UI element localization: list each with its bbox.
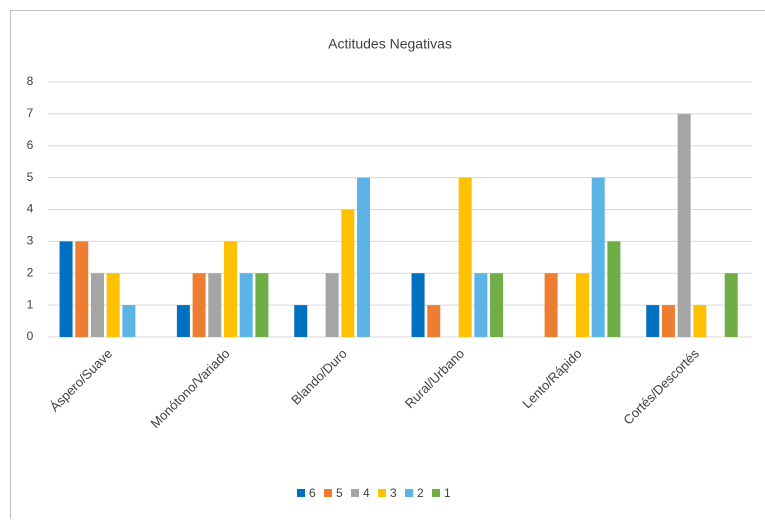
- legend-label: 2: [417, 486, 424, 500]
- bar: [193, 273, 206, 337]
- bar: [208, 273, 221, 337]
- y-tick-label: 0: [27, 329, 34, 343]
- bar: [412, 273, 425, 337]
- bar: [592, 178, 605, 337]
- legend-swatch: [432, 489, 440, 497]
- bar: [545, 273, 558, 337]
- legend-label: 1: [444, 486, 451, 500]
- legend-swatch: [297, 489, 305, 497]
- legend-label: 5: [336, 486, 343, 500]
- legend-swatch: [351, 489, 359, 497]
- bar: [107, 273, 120, 337]
- bar: [607, 241, 620, 337]
- y-tick-label: 8: [27, 74, 34, 88]
- y-tick-label: 2: [27, 265, 34, 279]
- legend-label: 3: [390, 486, 397, 500]
- legend-swatch: [405, 489, 413, 497]
- bar: [177, 305, 190, 337]
- y-tick-label: 1: [27, 297, 34, 311]
- chart-frame: [11, 11, 765, 520]
- legend-label: 4: [363, 486, 370, 500]
- bar: [678, 114, 691, 337]
- y-tick-label: 6: [27, 138, 34, 152]
- legend-label: 6: [309, 486, 316, 500]
- bar: [693, 305, 706, 337]
- bar: [474, 273, 487, 337]
- bar: [459, 178, 472, 337]
- bar: [294, 305, 307, 337]
- bar: [75, 241, 88, 337]
- bar: [60, 241, 73, 337]
- bar: [725, 273, 738, 337]
- y-tick-label: 7: [27, 106, 34, 120]
- bar: [490, 273, 503, 337]
- bar: [255, 273, 268, 337]
- bar: [240, 273, 253, 337]
- bar: [646, 305, 659, 337]
- y-tick-label: 3: [27, 234, 34, 248]
- legend-swatch: [324, 489, 332, 497]
- legend-swatch: [378, 489, 386, 497]
- bar: [326, 273, 339, 337]
- bar: [91, 273, 104, 337]
- chart-title: Actitudes Negativas: [328, 36, 452, 52]
- bar: [427, 305, 440, 337]
- bar: [341, 210, 354, 338]
- bar: [224, 241, 237, 337]
- y-tick-label: 4: [27, 202, 34, 216]
- bar: [662, 305, 675, 337]
- y-tick-label: 5: [27, 170, 34, 184]
- bar: [576, 273, 589, 337]
- bar: [357, 178, 370, 337]
- bar: [122, 305, 135, 337]
